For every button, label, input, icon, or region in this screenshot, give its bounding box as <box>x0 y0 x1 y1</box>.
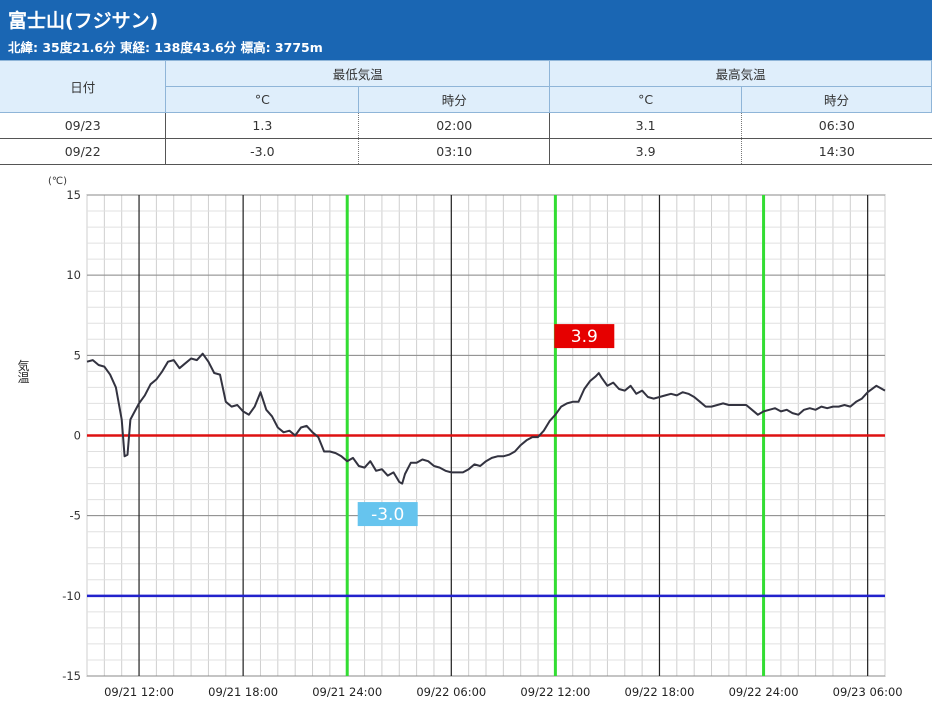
row-max: 3.1 <box>549 112 743 139</box>
annotation-label: -3.0 <box>371 505 404 525</box>
header-min-time: 時分 <box>358 86 551 113</box>
header-max-time: 時分 <box>741 86 932 113</box>
annotation-label: 3.9 <box>571 327 598 347</box>
header-max-temp: 最高気温 <box>549 60 932 87</box>
row-min: -3.0 <box>165 138 360 165</box>
x-tick-label: 09/22 12:00 <box>520 685 590 699</box>
x-tick-label: 09/21 24:00 <box>312 685 382 699</box>
x-tick-label: 09/23 06:00 <box>833 685 903 699</box>
table-row: 09/22 -3.0 03:10 3.9 14:30 <box>0 138 932 165</box>
row-max-time: 06:30 <box>741 112 932 139</box>
row-min-time: 03:10 <box>358 138 551 165</box>
x-tick-label: 09/21 18:00 <box>208 685 278 699</box>
x-tick-label: 09/22 06:00 <box>416 685 486 699</box>
y-unit-label: (℃) <box>48 176 67 187</box>
temperature-chart: 15 10 5 0 -5 -10 -15 09/21 12:00 09/21 18:00 09/2… <box>16 176 903 699</box>
header-max-unit: °C <box>549 86 743 113</box>
station-title: 富士山(フジサン) <box>8 10 159 32</box>
y-axis-label: 気温 <box>16 358 30 383</box>
y-tick-label: -15 <box>62 669 81 683</box>
x-tick-label: 09/21 12:00 <box>104 685 174 699</box>
header-min-temp: 最低気温 <box>165 60 551 87</box>
table-row: 09/23 1.3 02:00 3.1 06:30 <box>0 112 932 139</box>
row-date: 09/22 <box>0 138 167 165</box>
row-min: 1.3 <box>165 112 360 139</box>
temperature-summary-table: 日付 最低気温 最高気温 °C 時分 °C 時分 09/23 1.3 02:00… <box>0 60 932 165</box>
y-tick-label: 0 <box>74 429 81 443</box>
y-tick-label: -10 <box>62 589 81 603</box>
x-tick-label: 09/22 18:00 <box>625 685 695 699</box>
y-tick-label: -5 <box>70 509 81 523</box>
annotation-box <box>554 324 615 349</box>
y-tick-label: 15 <box>66 188 81 202</box>
row-max: 3.9 <box>549 138 743 165</box>
header-date: 日付 <box>0 60 167 113</box>
row-min-time: 02:00 <box>358 112 551 139</box>
station-header: 富士山(フジサン) 北緯: 35度21.6分 東経: 138度43.6分 標高:… <box>0 0 932 60</box>
station-location: 北緯: 35度21.6分 東経: 138度43.6分 標高: 3775m <box>8 40 323 55</box>
row-max-time: 14:30 <box>741 138 932 165</box>
y-tick-label: 5 <box>74 348 81 362</box>
header-min-unit: °C <box>165 86 360 113</box>
x-tick-label: 09/22 24:00 <box>729 685 799 699</box>
row-date: 09/23 <box>0 112 167 139</box>
temperature-series-line <box>86 352 886 485</box>
y-tick-label: 10 <box>66 268 81 282</box>
annotation-box <box>357 502 418 527</box>
